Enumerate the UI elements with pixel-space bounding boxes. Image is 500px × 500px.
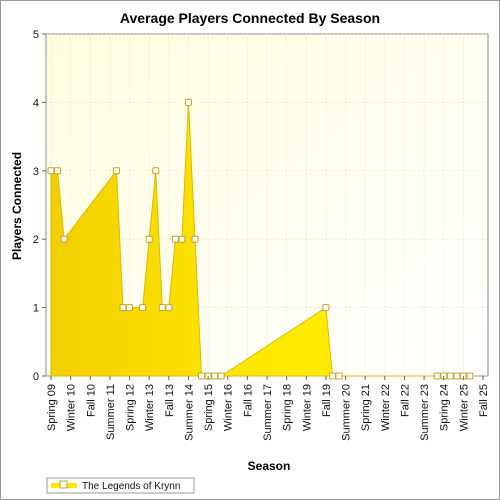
legend-box [46,477,195,494]
data-point [145,235,153,243]
x-axis: Spring 09 Winter 10 Fall 10 Summer 11 Spring… [46,376,490,441]
legend: The Legends of Krynn [46,477,195,494]
x-tick-label: Winter 25 [458,384,470,431]
legend-marker [59,480,68,489]
x-tick-label: Summer 17 [262,384,274,441]
data-point [198,372,206,380]
y-tick-label: 0 [33,371,39,383]
x-tick-label: Winter 13 [144,384,156,431]
data-point [152,167,160,175]
data-point [322,304,330,312]
data-point [171,235,179,243]
data-point [433,372,441,380]
x-axis-label: Season [248,459,291,473]
x-tick-label: Spring 18 [282,384,294,431]
x-tick-label: Summer 11 [105,384,117,440]
x-tick-label: Spring 15 [203,384,215,431]
data-point [328,372,336,380]
data-point [119,304,127,312]
x-tick-label: Summer 23 [419,384,431,441]
x-tick-label: Winter 22 [380,384,392,431]
data-point [60,235,68,243]
x-tick-label: Spring 09 [46,384,58,431]
y-tick-label: 1 [33,303,39,315]
y-tick-label: 2 [33,234,39,246]
x-tick-label: Spring 21 [360,384,372,431]
x-tick-label: Fall 19 [321,384,333,417]
y-axis: 0 1 2 3 4 5 [33,29,46,383]
data-point [335,372,343,380]
x-tick-label: Summer 14 [183,384,195,441]
chart-title: Average Players Connected By Season [120,10,380,26]
x-tick-label: Winter 10 [66,384,78,431]
data-point [47,167,55,175]
x-tick-label: Fall 25 [478,384,490,417]
data-point [165,304,173,312]
x-tick-label: Fall 16 [242,384,254,417]
x-tick-label: Winter 16 [223,384,235,431]
data-point [446,372,454,380]
x-tick-label: Summer 20 [341,384,353,441]
data-point [112,167,120,175]
data-point [211,372,219,380]
x-tick-label: Fall 22 [399,384,411,417]
x-tick-label: Fall 13 [164,384,176,417]
data-point [54,167,62,175]
legend-label: The Legends of Krynn [82,481,180,492]
data-point [217,372,225,380]
data-point [178,235,186,243]
data-point [139,304,147,312]
x-tick-label: Spring 24 [439,384,451,431]
y-axis-label: Players Connected [10,152,24,260]
data-point [466,372,474,380]
data-point [158,304,166,312]
data-point [184,98,192,106]
y-tick-label: 3 [33,166,39,178]
y-tick-label: 5 [33,29,39,41]
x-tick-label: Fall 10 [85,384,97,417]
x-tick-label: Spring 12 [125,384,137,431]
data-point [453,372,461,380]
data-point [191,235,199,243]
y-tick-label: 4 [33,97,39,109]
data-point [126,304,134,312]
x-tick-label: Winter 19 [301,384,313,431]
